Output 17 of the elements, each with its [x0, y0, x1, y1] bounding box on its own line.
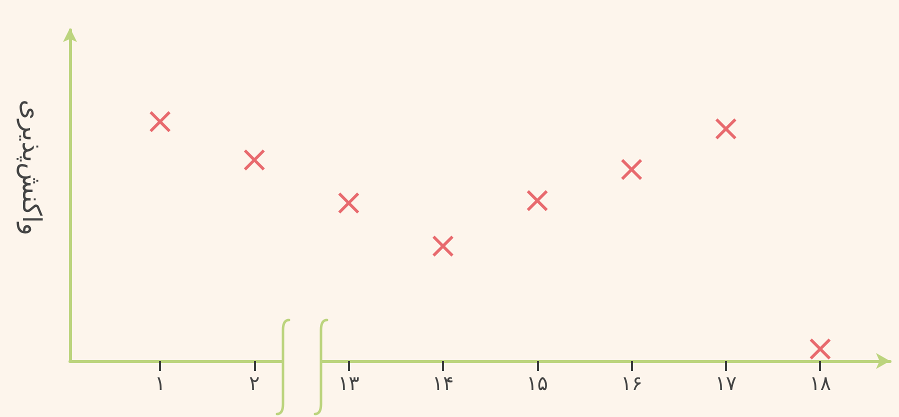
point — [810, 338, 831, 360]
x-tick-label: ۱۶ — [620, 371, 642, 395]
x-tick-label: ۲ — [248, 371, 260, 395]
y-axis-title: واکنش‌پذیری — [16, 100, 46, 236]
point — [244, 149, 265, 170]
point — [432, 236, 454, 257]
x-tick-label: ۱ — [154, 371, 166, 395]
x-tick-label: ۱۸ — [809, 371, 832, 395]
point — [715, 118, 736, 140]
x-tick-label: ۱۳ — [338, 371, 360, 395]
x-tick-label: ۱۴ — [432, 371, 454, 395]
point — [526, 190, 548, 212]
x-tick-label: ۱۵ — [526, 371, 548, 395]
point — [150, 111, 171, 132]
point — [621, 159, 642, 180]
point — [338, 192, 360, 214]
x-tick-label: ۱۷ — [715, 371, 737, 395]
